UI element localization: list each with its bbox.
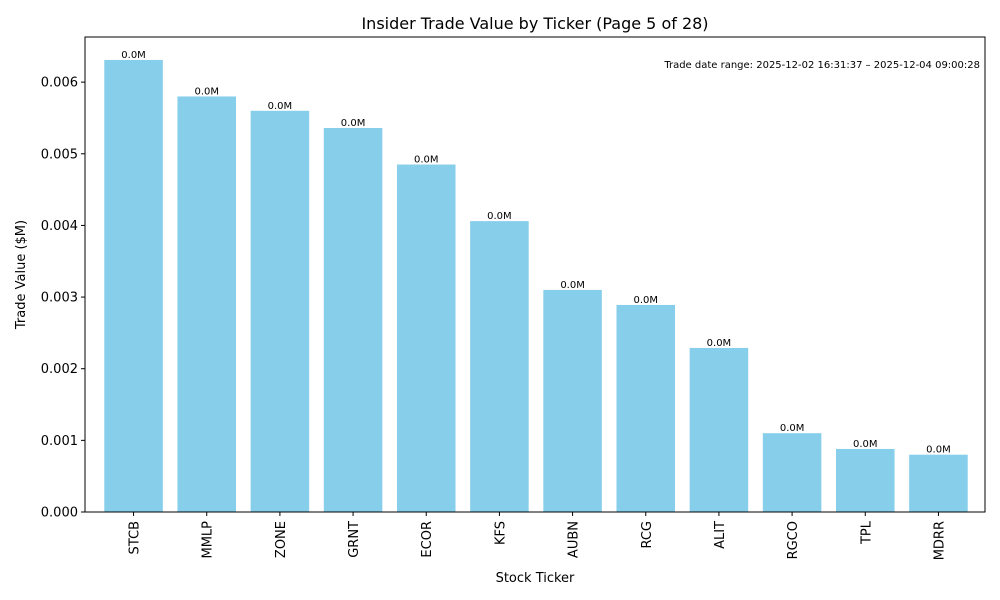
- bar-rcg: [616, 304, 676, 512]
- data-label-grnt: 0.0M: [341, 118, 366, 129]
- chart-title: Insider Trade Value by Ticker (Page 5 of…: [361, 14, 708, 33]
- y-tick-label: 0.002: [41, 362, 78, 377]
- x-tick-label-tpl: TPL: [859, 520, 874, 545]
- x-tick-label-grnt: GRNT: [347, 521, 362, 558]
- data-label-rgco: 0.0M: [780, 423, 805, 434]
- x-tick-label-aubn: AUBN: [567, 521, 582, 558]
- bar-zone: [250, 110, 310, 512]
- y-axis: 0.000 0.001 0.002 0.003 0.004 0.005 0.006: [41, 76, 85, 521]
- bar-rgco: [762, 433, 822, 512]
- bar-aubn: [543, 289, 602, 512]
- data-label-rcg: 0.0M: [633, 295, 658, 306]
- data-label-alit: 0.0M: [707, 338, 732, 349]
- bar-stcb: [104, 59, 163, 513]
- bar-grnt: [323, 127, 383, 513]
- x-tick-label-stcb: STCB: [128, 521, 143, 554]
- data-label-zone: 0.0M: [268, 101, 293, 112]
- x-axis-label: Stock Ticker: [496, 571, 575, 586]
- data-labels-group: 0.0M 0.0M 0.0M 0.0M 0.0M 0.0M 0.0M 0.0M 0.0M 0.0M…: [121, 50, 950, 456]
- y-tick-label: 0.001: [41, 434, 78, 449]
- bar-alit: [689, 347, 749, 512]
- y-tick-label: 0.006: [41, 76, 78, 91]
- x-tick-label-alit: ALIT: [713, 521, 728, 549]
- data-label-mmlp: 0.0M: [194, 86, 219, 97]
- data-label-aubn: 0.0M: [560, 280, 585, 291]
- x-tick-label-mmlp: MMLP: [201, 521, 216, 559]
- data-label-stcb: 0.0M: [121, 50, 146, 61]
- bar-ecor: [396, 164, 456, 512]
- x-axis: STCB MMLP ZONE GRNT ECOR KFS AUBN RCG ALIT RGCO TP…: [128, 512, 947, 560]
- x-tick-label-ecor: ECOR: [420, 521, 435, 558]
- data-label-tpl: 0.0M: [853, 439, 878, 450]
- plot-frame: [84, 36, 986, 513]
- data-label-ecor: 0.0M: [414, 155, 439, 166]
- bars-group: [104, 59, 968, 513]
- y-tick-label: 0.005: [41, 147, 78, 162]
- bar-mdrr: [909, 454, 968, 512]
- x-tick-label-kfs: KFS: [493, 521, 508, 545]
- x-tick-label-rgco: RGCO: [786, 521, 801, 559]
- trade-date-range-annotation: Trade date range: 2025-12-02 16:31:37 – …: [663, 60, 980, 71]
- data-label-mdrr: 0.0M: [926, 445, 951, 456]
- bar-mmlp: [177, 96, 236, 513]
- y-tick-label: 0.003: [41, 291, 78, 306]
- x-tick-label-zone: ZONE: [274, 521, 289, 558]
- bar-tpl: [836, 448, 895, 512]
- y-axis-label: Trade Value ($M): [14, 220, 29, 330]
- y-tick-label: 0.000: [41, 506, 78, 521]
- x-tick-label-rcg: RCG: [640, 521, 655, 549]
- x-tick-label-mdrr: MDRR: [932, 521, 947, 560]
- data-label-kfs: 0.0M: [487, 211, 512, 222]
- bar-kfs: [470, 221, 529, 512]
- y-tick-label: 0.004: [41, 219, 78, 234]
